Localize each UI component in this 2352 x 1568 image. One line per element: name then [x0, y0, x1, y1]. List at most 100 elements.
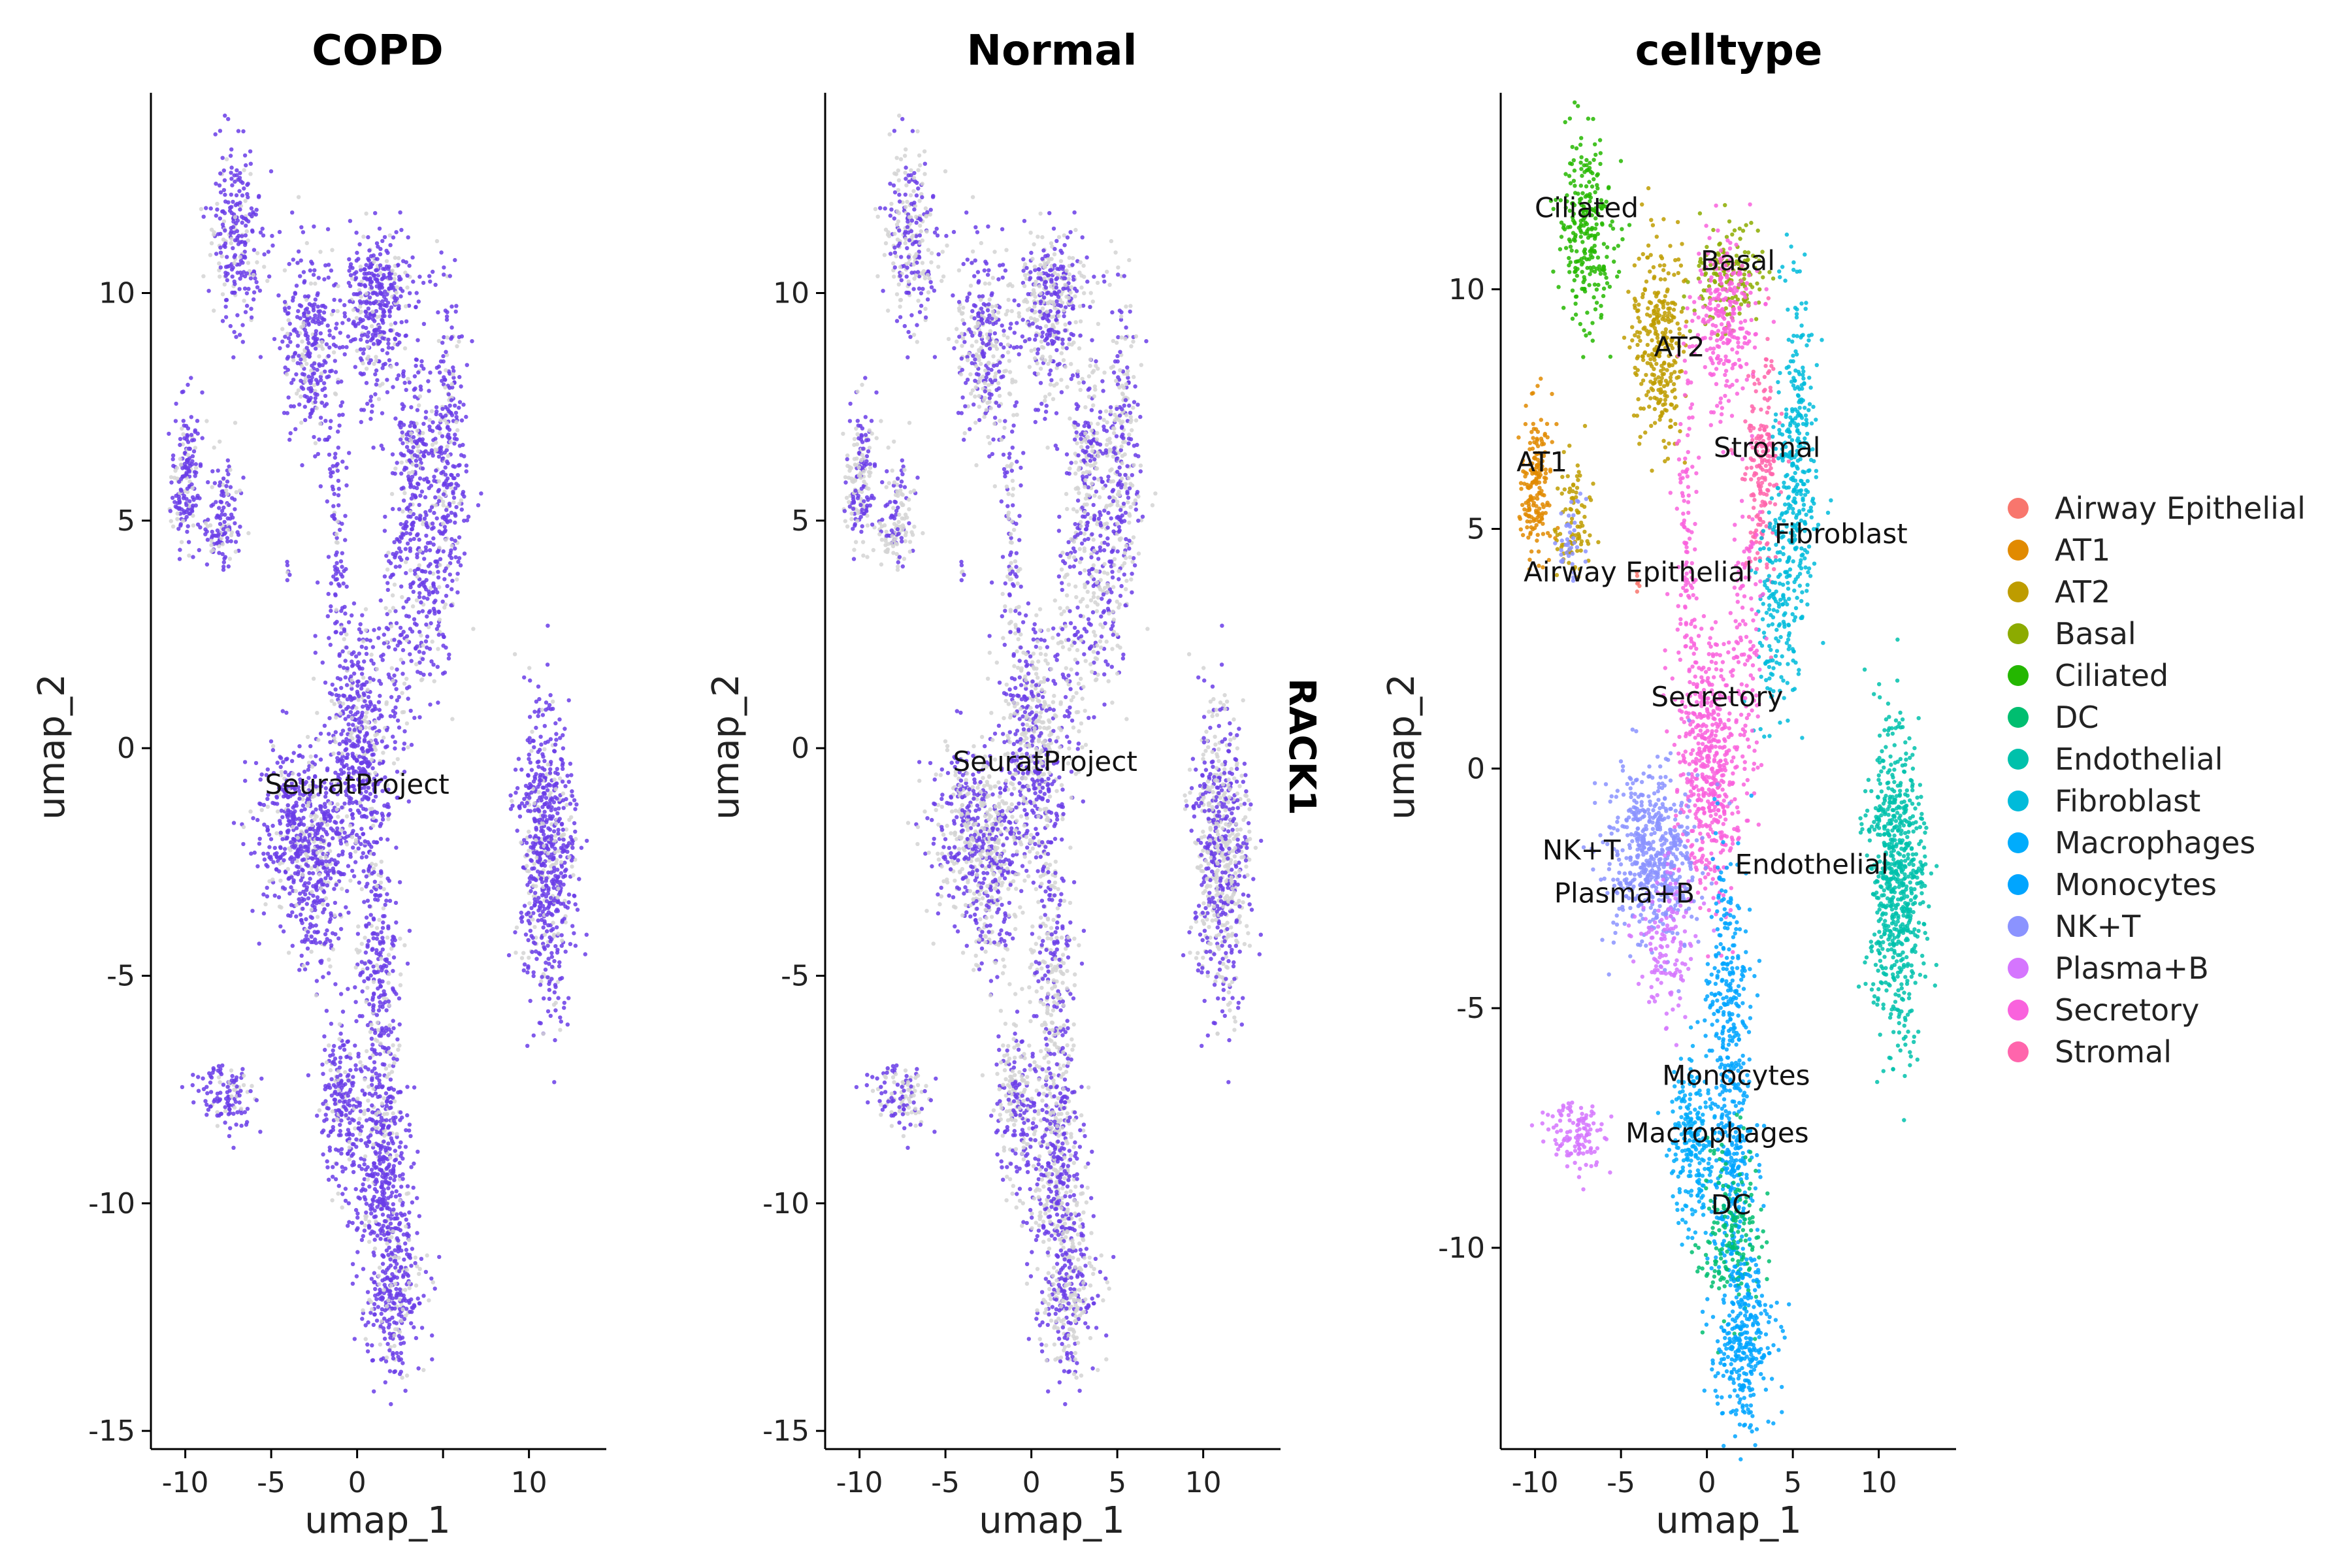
cell-point [422, 454, 427, 459]
cell-point [408, 450, 413, 455]
cell-point [233, 507, 237, 512]
cell-point [313, 828, 318, 834]
cell-point [448, 440, 453, 444]
cell-point [285, 356, 289, 361]
cell-point [372, 1171, 378, 1176]
cell-point [540, 785, 545, 790]
cell-point [403, 547, 408, 551]
cell-point [417, 595, 422, 599]
cell-point [392, 540, 397, 544]
cell-point [447, 652, 451, 657]
cell-point [449, 587, 454, 591]
cell-point [382, 914, 387, 919]
cell-point [291, 825, 295, 829]
cell-point [185, 529, 189, 534]
cell-point [532, 866, 536, 871]
cell-point [369, 889, 374, 894]
cell-point [355, 689, 360, 694]
cell-point [349, 674, 353, 679]
cell-point [372, 879, 377, 884]
cell-point [238, 207, 242, 212]
cell-point [224, 157, 229, 161]
cell-point [394, 845, 399, 850]
cell-point [388, 1077, 393, 1082]
cell-point [358, 1109, 363, 1114]
cell-point [534, 772, 538, 777]
cell-point [251, 297, 256, 302]
cell-point [393, 1149, 397, 1153]
cell-point [538, 734, 543, 739]
cell-point [531, 877, 535, 881]
cell-point [451, 464, 455, 468]
cell-point [363, 284, 368, 289]
cell-point [308, 743, 313, 749]
cell-point [299, 357, 303, 362]
cell-point [573, 829, 578, 834]
cell-point [364, 367, 369, 371]
cell-point [404, 1247, 409, 1252]
cell-point [365, 680, 369, 685]
cell-point [551, 856, 556, 861]
cell-point [441, 503, 446, 508]
cell-point [327, 801, 333, 806]
cell-point [275, 760, 280, 765]
cell-point [519, 910, 523, 915]
cell-point [366, 235, 370, 240]
cell-point [188, 511, 193, 516]
cell-point [347, 1132, 351, 1137]
cell-point [270, 233, 274, 238]
cell-point [525, 970, 530, 975]
cell-point [540, 708, 544, 712]
cell-point [546, 923, 551, 928]
cell-point [319, 882, 325, 887]
cell-point [325, 437, 329, 442]
cell-point [221, 209, 225, 214]
cell-point [344, 741, 349, 746]
cell-point [399, 227, 404, 233]
cell-point [368, 253, 374, 259]
cell-point [221, 527, 226, 532]
cell-point [304, 902, 309, 906]
cell-point [394, 290, 399, 295]
cell-point [361, 347, 367, 351]
cell-point [396, 263, 400, 267]
cell-point [528, 998, 532, 1004]
cell-point [374, 268, 378, 272]
cell-point [344, 737, 349, 742]
cell-point [280, 709, 285, 713]
cell-point [226, 564, 231, 569]
cell-point [406, 474, 411, 479]
cell-point [540, 805, 545, 809]
cell-point [257, 801, 262, 806]
cell-point [368, 638, 372, 643]
cell-point [389, 1194, 393, 1199]
cell-point [373, 392, 378, 397]
cell-point [343, 717, 348, 721]
cell-point [322, 1034, 327, 1039]
cell-point [445, 476, 450, 481]
cell-point [190, 459, 195, 464]
cell-point [409, 659, 414, 663]
cell-point [278, 924, 283, 929]
cell-point [448, 403, 452, 408]
cell-point [384, 1091, 389, 1096]
cell-point [348, 1068, 353, 1073]
cell-point [242, 299, 246, 303]
cell-point [341, 581, 346, 586]
cell-point [212, 230, 216, 235]
cell-point [346, 864, 351, 868]
cell-point [359, 282, 363, 287]
cell-point [335, 802, 340, 807]
cell-point [404, 333, 408, 338]
cell-point [359, 268, 363, 272]
cell-point [446, 392, 451, 397]
cell-point [248, 149, 253, 154]
cell-point [186, 524, 190, 529]
cell-point [531, 970, 536, 975]
cell-point [344, 1113, 348, 1118]
cell-point [181, 419, 186, 423]
cell-point [361, 351, 366, 355]
cell-point [540, 821, 546, 826]
cell-point [550, 699, 555, 704]
cell-point [389, 1030, 393, 1034]
